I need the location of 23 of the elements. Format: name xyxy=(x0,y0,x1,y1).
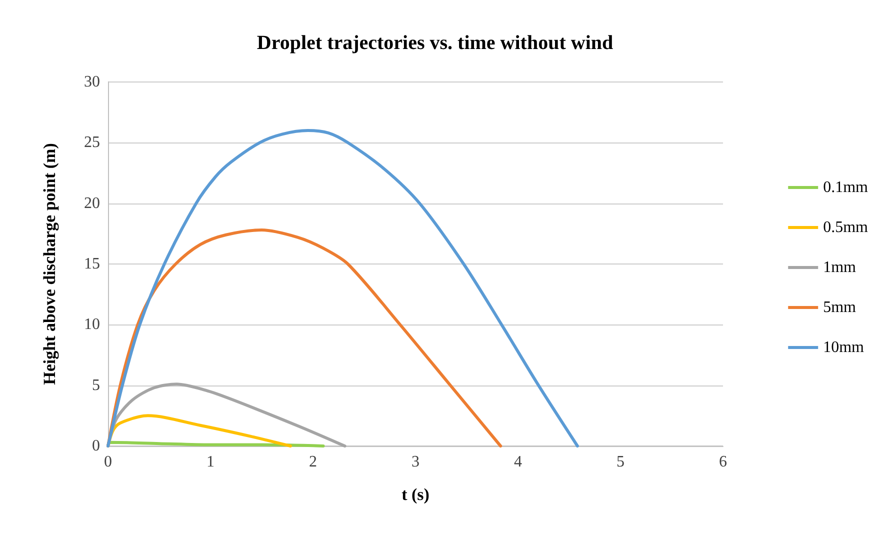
y-tick-label: 0 xyxy=(92,438,100,454)
legend-label: 1mm xyxy=(823,259,857,276)
legend-label: 0.5mm xyxy=(823,219,869,236)
x-tick-label: 1 xyxy=(206,454,214,470)
y-tick-label: 15 xyxy=(84,256,100,272)
y-tick-label: 10 xyxy=(84,316,100,334)
y-axis-title: Height above discharge point (m) xyxy=(40,143,59,385)
chart-title: Droplet trajectories vs. time without wind xyxy=(256,32,614,54)
y-tick-label: 5 xyxy=(92,376,100,394)
x-axis-title: t (s) xyxy=(402,485,430,504)
x-tick-label: 3 xyxy=(412,454,420,470)
legend-label: 5mm xyxy=(823,299,857,316)
line-series xyxy=(106,129,579,448)
x-tick-label: 6 xyxy=(719,454,727,470)
legend-label: 10mm xyxy=(823,339,865,356)
x-tick-label: 2 xyxy=(309,454,317,470)
x-tick-label: 0 xyxy=(104,454,112,470)
y-tick-label: 30 xyxy=(84,74,100,90)
legend-label: 0.1mm xyxy=(823,179,869,196)
y-tick-label: 25 xyxy=(84,134,100,152)
x-tick-label: 5 xyxy=(616,454,624,470)
x-tick-label: 4 xyxy=(514,454,522,470)
y-tick-label: 20 xyxy=(84,194,100,212)
